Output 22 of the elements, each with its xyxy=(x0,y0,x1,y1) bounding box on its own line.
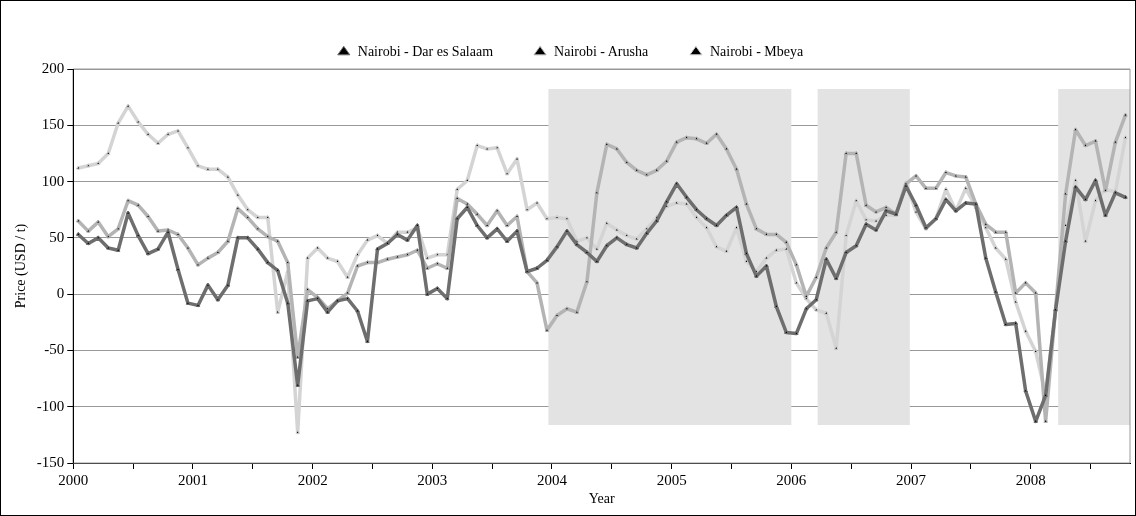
y-tick-label: -150 xyxy=(36,453,65,470)
x-tick-label: 2006 xyxy=(776,471,807,488)
x-tick-label: 2000 xyxy=(58,471,89,488)
x-tick-label: 2003 xyxy=(417,471,448,488)
legend-label: Nairobi - Mbeya xyxy=(709,43,805,59)
y-tick-label: 150 xyxy=(41,116,65,133)
y-tick-label: 50 xyxy=(49,228,65,245)
y-axis-title: Price (USD / t) xyxy=(13,223,30,309)
x-tick-label: 2008 xyxy=(1015,471,1046,488)
x-axis-title: Year xyxy=(588,490,615,506)
legend-label: Nairobi - Arusha xyxy=(554,43,649,59)
x-tick-label: 2002 xyxy=(297,471,328,488)
x-tick-label: 2004 xyxy=(536,471,568,488)
x-tick-label: 2001 xyxy=(177,471,208,488)
y-tick-label: -50 xyxy=(44,341,65,358)
y-tick-label: 200 xyxy=(41,59,65,76)
y-tick-label: 100 xyxy=(41,172,65,189)
x-tick-label: 2007 xyxy=(896,471,927,488)
y-tick-label: 0 xyxy=(56,285,65,302)
y-tick-label: -100 xyxy=(36,397,65,414)
legend-label: Nairobi - Dar es Salaam xyxy=(357,43,494,59)
x-tick-label: 2005 xyxy=(656,471,687,488)
